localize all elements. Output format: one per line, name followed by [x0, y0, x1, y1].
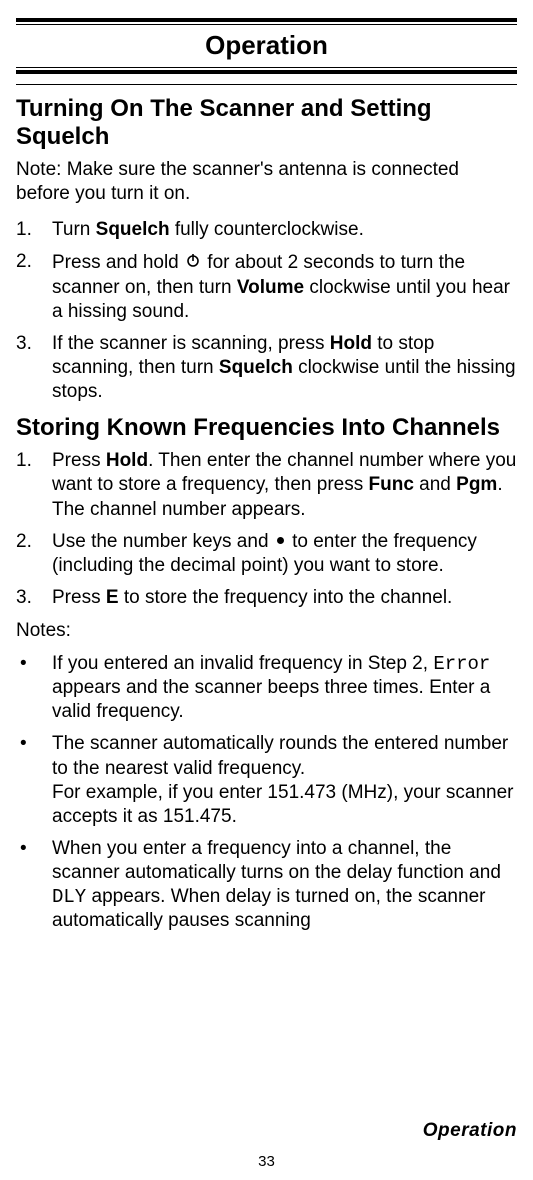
- decimal-point-icon: [277, 537, 284, 544]
- control-name: Squelch: [219, 357, 293, 378]
- step-item: If the scanner is scanning, press Hold t…: [16, 332, 517, 404]
- button-name: E: [106, 587, 119, 608]
- display-text: Error: [433, 653, 490, 675]
- manual-page: Operation Turning On The Scanner and Set…: [0, 0, 533, 1180]
- top-rule: [16, 18, 517, 25]
- step-text: fully counterclockwise.: [170, 219, 364, 240]
- power-icon: [186, 250, 200, 274]
- button-name: Hold: [330, 333, 372, 354]
- note-text: appears. When delay is turned on, the sc…: [52, 886, 485, 931]
- step-item: Press Hold. Then enter the channel numbe…: [16, 449, 517, 521]
- note-item: The scanner automatically rounds the ent…: [16, 732, 517, 829]
- running-footer: Operation: [423, 1120, 517, 1142]
- step-item: Press and hold for about 2 seconds to tu…: [16, 250, 517, 324]
- note-text: The scanner automatically rounds the ent…: [52, 733, 508, 778]
- steps-list-2: Press Hold. Then enter the channel numbe…: [16, 449, 517, 610]
- step-text: Press: [52, 450, 106, 471]
- step-item: Use the number keys and to enter the fre…: [16, 530, 517, 578]
- step-item: Turn Squelch fully counterclockwise.: [16, 218, 517, 242]
- section-title-2: Storing Known Frequencies Into Channels: [16, 414, 517, 443]
- note-text: For example, if you enter 151.473 (MHz),…: [52, 782, 513, 827]
- note-text: appears and the scanner beeps three time…: [52, 677, 490, 722]
- control-name: Volume: [237, 277, 304, 298]
- page-number: 33: [0, 1153, 533, 1170]
- step-text: Use the number keys and: [52, 531, 274, 552]
- step-item: Press E to store the frequency into the …: [16, 586, 517, 610]
- step-text: to store the frequency into the channel.: [119, 587, 453, 608]
- control-name: Squelch: [96, 219, 170, 240]
- button-name: Func: [369, 474, 414, 495]
- under-rule: [16, 67, 517, 74]
- note-text: Note: Make sure the scanner's antenna is…: [16, 158, 517, 206]
- step-text: Press and hold: [52, 252, 184, 273]
- notes-label: Notes:: [16, 620, 517, 642]
- step-text: Turn: [52, 219, 96, 240]
- display-text: DLY: [52, 886, 86, 908]
- step-text: Press: [52, 587, 106, 608]
- button-name: Pgm: [456, 474, 497, 495]
- note-item: If you entered an invalid frequency in S…: [16, 652, 517, 724]
- step-text: and: [414, 474, 456, 495]
- notes-list: If you entered an invalid frequency in S…: [16, 652, 517, 933]
- step-text: If the scanner is scanning, press: [52, 333, 330, 354]
- button-name: Hold: [106, 450, 148, 471]
- note-text: If you entered an invalid frequency in S…: [52, 653, 433, 674]
- section-title-1: Turning On The Scanner and Setting Squel…: [16, 95, 517, 153]
- note-item: When you enter a frequency into a channe…: [16, 837, 517, 934]
- section-divider: [16, 84, 517, 85]
- steps-list-1: Turn Squelch fully counterclockwise. Pre…: [16, 218, 517, 405]
- chapter-title: Operation: [16, 27, 517, 65]
- note-text: When you enter a frequency into a channe…: [52, 838, 501, 883]
